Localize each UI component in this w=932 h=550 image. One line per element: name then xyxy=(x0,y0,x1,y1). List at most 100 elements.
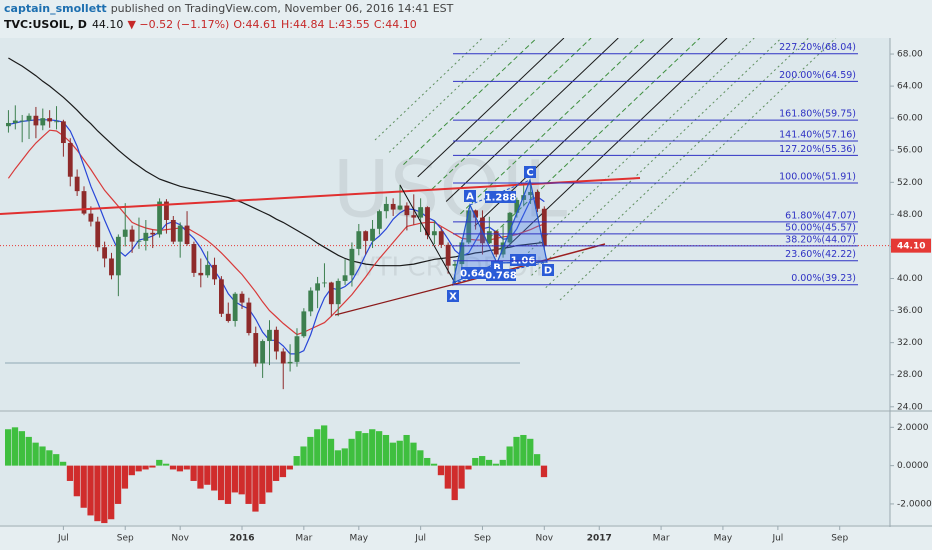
candle-body xyxy=(301,311,307,337)
last-price-label: 44.10 xyxy=(897,242,925,252)
candle-body xyxy=(122,229,128,237)
oscillator-bar xyxy=(121,465,129,489)
candle-body xyxy=(418,207,424,218)
oscillator-bar xyxy=(307,436,314,466)
fib-label: 38.20%(44.07) xyxy=(785,234,856,245)
pattern-line xyxy=(452,262,498,284)
pitchfork-line xyxy=(417,38,565,178)
symbol-line: TVC:USOIL, D 44.10 ▼ −0.52 (−1.17%) O:44.61… xyxy=(4,18,417,31)
oscillator-area xyxy=(5,425,548,524)
trendline xyxy=(399,184,456,284)
candle-body xyxy=(47,118,53,122)
oscillator-bar xyxy=(293,456,300,466)
y-tick-label: 68.00 xyxy=(897,50,923,60)
trendline xyxy=(334,283,456,316)
candle-body xyxy=(157,201,162,235)
candle-body xyxy=(322,282,327,284)
candle-body xyxy=(219,279,224,314)
symbol: TVC:USOIL, D xyxy=(4,18,87,31)
oscillator-bar xyxy=(382,434,390,466)
point-box xyxy=(542,264,554,276)
trendline xyxy=(0,177,641,215)
oscillator-bar xyxy=(334,450,342,466)
oscillator-bar xyxy=(190,465,197,481)
drawings: X A B C D 0.645 0.768 1.288 1.06 227.20%… xyxy=(0,42,858,316)
fib-label: 227.20%(68.04) xyxy=(779,42,856,53)
candle-body xyxy=(390,203,396,210)
candle-body xyxy=(26,115,32,121)
oscillator-bar xyxy=(437,465,445,476)
oscillator-bar xyxy=(300,446,307,466)
oscillator-bar xyxy=(348,438,355,466)
oscillator-bar xyxy=(410,442,417,466)
x-tick-label: Sep xyxy=(474,534,491,544)
oscillator-bar xyxy=(11,427,19,466)
x-tick-label: Jul xyxy=(771,534,783,544)
change: ▼ −0.52 (−1.17%) xyxy=(127,18,229,31)
candle-body xyxy=(466,210,472,243)
candle-body xyxy=(383,203,389,212)
oscillator-bar xyxy=(540,465,548,478)
oscillator-bar xyxy=(417,450,424,466)
pattern-point: D xyxy=(544,266,552,277)
candle-body xyxy=(212,264,217,280)
oscillator-bar xyxy=(527,438,534,466)
header-line: captain_smollett published on TradingView… xyxy=(4,2,454,15)
ma-line xyxy=(8,57,545,267)
x-tick-label: Sep xyxy=(831,534,848,544)
candle-body xyxy=(397,205,403,210)
oscillator-bar xyxy=(321,425,328,466)
candle-body xyxy=(438,231,444,245)
oscillator-bar xyxy=(66,465,74,481)
candle-body xyxy=(273,329,279,352)
y-tick-label: 48.00 xyxy=(897,210,923,220)
oscillator-bar xyxy=(114,465,122,504)
oscillator-bar xyxy=(32,442,39,466)
pattern-ratio: 1.288 xyxy=(485,193,517,204)
oscillator-bar xyxy=(286,465,293,470)
last-price-box xyxy=(891,238,931,253)
candle-body xyxy=(67,143,73,177)
last: 44.10 xyxy=(92,18,124,31)
x-tick-label: Nov xyxy=(171,534,189,544)
ratio-box xyxy=(485,191,516,203)
oscillator-bar xyxy=(355,431,362,466)
candle-body xyxy=(109,258,114,276)
oscillator-bar xyxy=(101,465,108,524)
oscillator-bar xyxy=(369,429,376,466)
y-tick-label: 36.00 xyxy=(897,306,923,316)
candle-body xyxy=(514,199,520,213)
watermark-group: USOIL WTI CRUDE OIL xyxy=(333,145,568,282)
oscillator-bar xyxy=(252,465,259,512)
y-tick-label: 24.00 xyxy=(897,402,923,412)
oscillator-bar xyxy=(314,429,321,466)
y-tick-label: 64.00 xyxy=(897,82,923,92)
oscillator-bar xyxy=(327,438,335,466)
pattern-point: B xyxy=(493,263,501,274)
candle-body xyxy=(74,176,80,192)
oscillator-bar xyxy=(94,465,101,522)
candle-body xyxy=(95,221,101,248)
candle-body xyxy=(315,283,320,291)
oscillator-bar xyxy=(430,463,438,466)
candle-body xyxy=(6,122,11,127)
oscillator-bar xyxy=(39,446,46,466)
candle-body xyxy=(493,231,499,255)
x-tick-label: Sep xyxy=(117,534,134,544)
oscillator-bar xyxy=(156,459,163,466)
candle-body xyxy=(143,232,149,241)
candle-body xyxy=(129,229,135,242)
published: published on TradingView.com, November 0… xyxy=(111,2,454,15)
oscillator-bar xyxy=(183,465,190,470)
oscillator-bar xyxy=(259,465,266,504)
y-tick-label: 60.00 xyxy=(897,114,923,124)
candle-body xyxy=(40,118,46,126)
candle-body xyxy=(404,205,410,216)
candle-body xyxy=(177,225,183,242)
oscillator-bar xyxy=(169,465,177,470)
candle-body xyxy=(81,191,87,214)
x-tick-label: 2017 xyxy=(587,534,612,544)
candle-body xyxy=(136,240,142,242)
candle-body xyxy=(239,293,245,303)
